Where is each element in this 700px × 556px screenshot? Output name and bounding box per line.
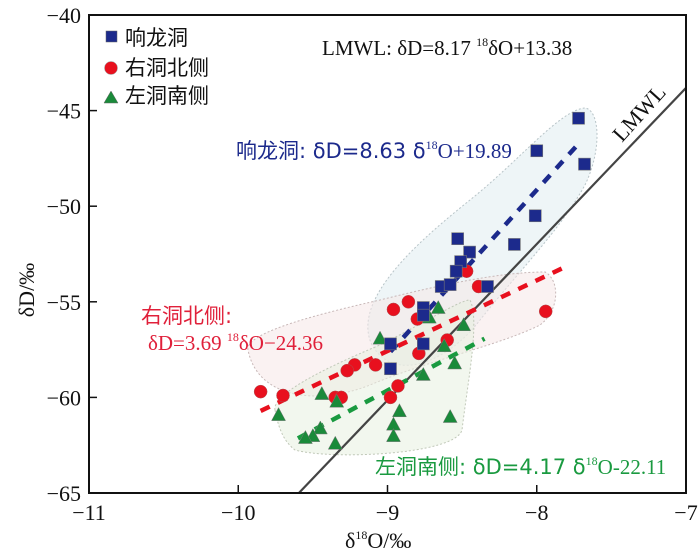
point-circle: [340, 363, 354, 378]
point-square: [463, 245, 476, 259]
legend: 响龙洞 右洞北侧 左洞南侧: [103, 26, 209, 108]
legend-marker-circle: [104, 61, 118, 75]
point-square: [481, 280, 494, 293]
point-square: [384, 362, 397, 376]
point-triangle: [430, 300, 446, 314]
point-square: [530, 144, 544, 158]
y-tick-label: −55: [47, 290, 81, 315]
point-circle: [386, 302, 401, 317]
x-tick-label: −11: [72, 500, 106, 525]
legend-marker-square: [105, 30, 118, 43]
point-circle: [401, 295, 416, 309]
point-square: [528, 209, 542, 223]
point-triangle: [372, 330, 388, 345]
point-triangle: [386, 428, 401, 442]
point-triangle: [442, 408, 458, 423]
legend-label-xianglong: 响龙洞: [125, 26, 188, 50]
point-square: [572, 111, 585, 125]
y-tick-label: −60: [47, 385, 81, 410]
point-circle: [276, 388, 290, 403]
y-tick-label: −40: [47, 3, 81, 28]
x-tick-label: −9: [376, 500, 399, 525]
point-triangle: [312, 420, 328, 435]
x-tick-label: −7: [674, 500, 697, 525]
right-north-equation-line2: δD=3.69 18δO−24.36: [148, 330, 323, 355]
point-circle: [368, 358, 383, 372]
lmwl-equation: LMWL: δD=8.17 18δO+13.38: [322, 35, 572, 60]
point-triangle: [436, 338, 452, 353]
legend-label-right-north: 右洞北侧: [125, 56, 209, 80]
point-square: [578, 157, 591, 171]
x-tick-label: −8: [525, 500, 548, 525]
point-circle: [391, 379, 405, 393]
point-triangle: [392, 403, 407, 418]
point-square: [443, 278, 457, 291]
x-tick-label: −10: [221, 500, 255, 525]
y-tick-label: −65: [47, 481, 81, 506]
left-south-equation: 左洞南侧: δD=4.17 δ18O-22.11: [375, 454, 666, 479]
legend-label-left-south: 左洞南侧: [125, 84, 209, 108]
point-square: [449, 264, 463, 278]
xianglong-equation: 响龙洞: δD=8.63 δ18O+19.89: [236, 138, 512, 163]
point-triangle: [271, 407, 286, 421]
y-tick-label: −50: [47, 194, 81, 219]
point-circle: [538, 304, 553, 319]
point-square: [451, 232, 464, 246]
point-square: [384, 337, 397, 351]
point-square: [417, 337, 430, 351]
point-triangle: [447, 355, 463, 370]
point-triangle: [297, 430, 313, 444]
fit-line-2: [296, 336, 486, 441]
point-circle: [253, 384, 268, 399]
y-axis-title: δD/‰: [14, 263, 39, 317]
legend-marker-triangle: [103, 90, 119, 104]
point-triangle: [415, 366, 431, 381]
point-triangle: [314, 386, 330, 400]
point-square: [508, 238, 521, 251]
x-axis-title: δ18O/‰: [345, 528, 411, 553]
point-triangle: [327, 435, 343, 450]
point-triangle: [456, 317, 472, 331]
right-north-equation-line1: 右洞北侧:: [141, 304, 232, 328]
point-circle: [383, 390, 398, 405]
y-tick-label: −45: [47, 99, 81, 124]
point-square: [417, 308, 430, 322]
point-triangle: [329, 393, 345, 408]
